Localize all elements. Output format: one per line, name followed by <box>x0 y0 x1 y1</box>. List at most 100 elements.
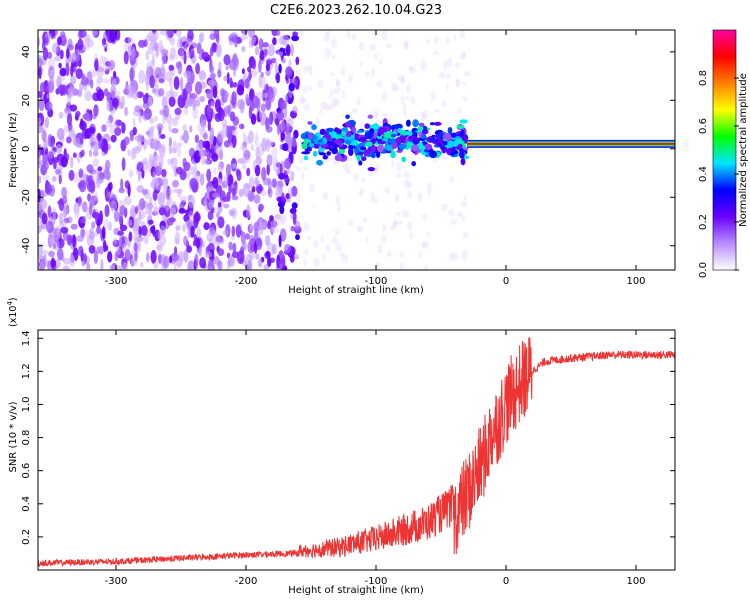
spectrogram-cell <box>86 113 92 122</box>
spectrogram-cell <box>78 179 87 193</box>
spectrogram-cell <box>78 168 84 179</box>
spectrogram-cell <box>113 70 117 79</box>
snr-panel: -300 -200 -100 0 100 0.2 0.4 0.6 0.8 1.0 1.2 1.4 He… <box>6 297 676 596</box>
spectrogram-cell <box>119 224 128 232</box>
spectrogram-cell <box>329 104 335 110</box>
spectrogram-cell <box>254 164 261 177</box>
spectrogram-cell <box>247 66 252 73</box>
spectrogram-cell <box>376 144 384 153</box>
spectrogram-cell <box>284 94 289 103</box>
spectrogram-cell <box>455 78 461 86</box>
spectrogram-cell <box>153 261 159 269</box>
spectrogram-cell <box>307 121 313 125</box>
spectrogram-cell <box>264 235 271 246</box>
spectrogram-cell <box>99 55 107 65</box>
spectrogram-cell <box>306 64 312 71</box>
spectrogram-cell <box>242 157 250 164</box>
spectrogram-cell <box>457 211 463 218</box>
spectrogram-cell <box>462 81 467 86</box>
spectrogram-cell <box>130 257 136 266</box>
spectrogram-cell <box>356 96 361 106</box>
spectrogram-cell <box>108 221 112 231</box>
spectrogram-cell <box>203 222 210 231</box>
spectrogram-cell <box>149 75 155 89</box>
spectrogram-cell <box>93 104 99 117</box>
spectrogram-cell <box>138 110 142 122</box>
spectrogram-cell <box>408 231 414 240</box>
spectrogram-cell <box>91 211 100 219</box>
spectrogram-cell <box>437 138 444 144</box>
spectrogram-cell <box>451 132 457 138</box>
spectrogram-cell <box>207 79 216 86</box>
spectrogram-cell <box>248 193 255 201</box>
spectrogram-cell <box>158 207 166 216</box>
spectrogram-cell <box>147 127 155 141</box>
spectrogram-cell <box>399 262 405 270</box>
spectrogram-cell <box>451 251 458 261</box>
spectrogram-cell <box>57 36 62 46</box>
spectrogram-cell <box>188 210 194 217</box>
spectrogram-cell <box>325 48 332 58</box>
spectrogram-cell <box>333 88 340 95</box>
spectrogram-cell <box>128 45 133 52</box>
colorbar-tick-label: 0.4 <box>698 166 709 182</box>
y-tick-label: 20 <box>21 94 32 107</box>
spectrogram-cell <box>150 38 158 51</box>
spectrogram-cell <box>223 203 230 209</box>
spectrogram-cell <box>56 228 61 240</box>
spectrogram-cell <box>315 117 320 127</box>
spectrogram-cell <box>196 226 202 239</box>
spectrogram-cell <box>403 179 410 188</box>
spectrogram-cell <box>450 152 456 156</box>
spectrogram-cell <box>94 52 98 61</box>
spectrogram-cell <box>352 172 360 182</box>
spectrogram-cell <box>404 171 410 179</box>
spectrogram-cell <box>359 146 367 151</box>
spectrogram-cell <box>292 105 298 113</box>
spectrogram-cell <box>111 97 119 108</box>
spectrogram-cell <box>322 253 327 261</box>
spectrogram-cell <box>143 233 149 245</box>
spectrogram-cell <box>70 64 74 77</box>
spectrogram-cell <box>247 30 252 36</box>
spectrogram-cell <box>146 252 150 263</box>
spectrogram-cell <box>267 189 271 195</box>
spectrogram-cell <box>218 61 222 72</box>
snr-y-multiplier: (x104) <box>6 297 19 327</box>
spectrogram-cell <box>356 153 361 162</box>
spectrogram-cell <box>318 152 327 156</box>
spectrogram-cell <box>370 144 377 153</box>
spectrogram-cell <box>57 84 66 95</box>
spectrogram-cell <box>174 107 182 115</box>
spectrogram-cell <box>304 249 310 256</box>
spectrogram-cell <box>291 35 299 42</box>
spectrogram-cell <box>394 211 402 216</box>
spectrogram-cell <box>42 162 49 171</box>
spectrogram-cell <box>265 68 271 77</box>
spectrogram-cell <box>411 144 419 152</box>
spectrogram-cell <box>218 263 223 270</box>
colorbar-tick-label: 0.0 <box>698 262 709 278</box>
spectrogram-cell <box>396 172 401 178</box>
snr-frame <box>37 329 676 571</box>
spectrogram-cell <box>463 70 470 77</box>
spectrogram-cell <box>152 224 156 237</box>
spectrogram-cell <box>418 141 424 150</box>
spectrogram-cell <box>50 259 57 268</box>
spectrogram-cell <box>359 137 367 142</box>
spectrogram-cell <box>190 50 195 59</box>
spectrogram-cell <box>55 144 63 154</box>
spectrogram-cell <box>460 158 466 166</box>
spectrogram-cell <box>220 88 225 98</box>
spectrogram-cell <box>137 133 143 143</box>
spectrogram-cell <box>194 134 199 144</box>
spectrogram-cell <box>83 253 88 264</box>
spectrogram-cell <box>86 230 90 239</box>
y-tick-label: -20 <box>21 189 32 205</box>
spectrogram-cell <box>109 264 115 270</box>
y-tick-label: 0.4 <box>21 496 32 512</box>
spectrogram-cell <box>331 147 338 155</box>
spectrogram-cell <box>162 255 170 269</box>
spectrogram-cell <box>285 66 293 76</box>
